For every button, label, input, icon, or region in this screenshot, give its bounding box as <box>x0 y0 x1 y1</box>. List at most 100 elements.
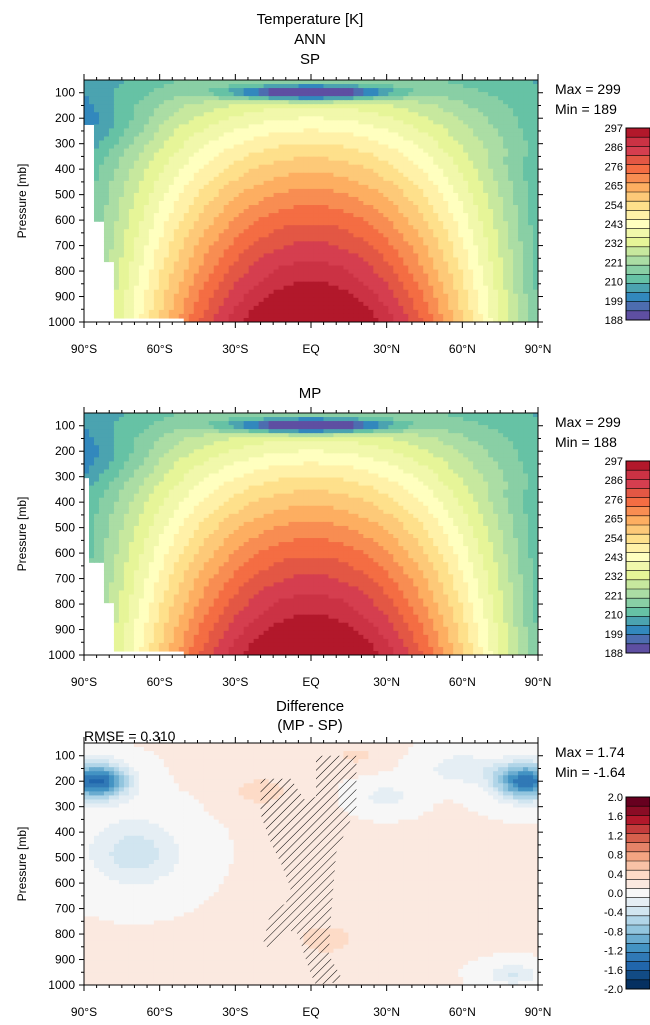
field-cell <box>228 289 235 295</box>
field-cell <box>338 164 345 170</box>
field-cell <box>93 176 100 182</box>
field-cell <box>373 221 379 226</box>
field-cell <box>203 168 210 174</box>
field-cell <box>213 265 220 271</box>
field-cell <box>248 209 255 214</box>
field-cell <box>173 144 180 150</box>
field-cell <box>178 104 185 109</box>
field-cell <box>328 156 335 162</box>
field-cell <box>343 297 350 303</box>
field-cell <box>128 128 135 134</box>
field-cell <box>188 217 195 222</box>
field-cell <box>158 265 165 271</box>
field-cell <box>443 124 449 129</box>
field-cell <box>523 108 529 113</box>
field-cell <box>528 184 534 190</box>
field-cell <box>248 305 255 311</box>
field-cell <box>173 192 180 198</box>
field-cell <box>273 241 280 246</box>
field-cell <box>273 84 280 89</box>
field-cell <box>188 213 195 218</box>
field-cell <box>403 265 409 271</box>
field-cell <box>348 293 355 299</box>
field-cell <box>533 237 538 242</box>
field-cell <box>343 80 350 85</box>
field-cell <box>323 144 330 150</box>
field-cell <box>453 120 459 125</box>
field-cell <box>123 249 130 255</box>
field-cell <box>323 301 330 307</box>
field-cell <box>148 261 155 267</box>
field-cell <box>443 148 449 154</box>
field-cell <box>373 80 379 85</box>
field-cell <box>138 229 145 234</box>
field-cell <box>273 132 280 138</box>
field-cell <box>283 305 290 311</box>
field-cell <box>208 100 215 105</box>
field-cell <box>228 301 235 307</box>
field-cell <box>118 144 125 150</box>
field-cell <box>383 116 389 121</box>
field-cell <box>373 156 379 162</box>
field-cell <box>328 108 335 113</box>
field-cell <box>468 253 474 259</box>
field-cell <box>313 192 320 198</box>
field-cell <box>198 201 205 206</box>
field-cell <box>383 128 389 134</box>
field-cell <box>173 305 180 311</box>
field-cell <box>93 112 100 117</box>
field-cell <box>173 301 180 307</box>
field-cell <box>533 217 538 222</box>
field-cell <box>173 261 180 267</box>
field-cell <box>298 116 305 121</box>
field-cell <box>98 196 105 202</box>
field-cell <box>153 285 160 291</box>
field-cell <box>323 180 330 186</box>
field-cell <box>298 144 305 150</box>
field-cell <box>203 80 210 85</box>
field-cell <box>468 96 474 101</box>
field-cell <box>253 225 260 230</box>
field-cell <box>528 209 534 214</box>
field-cell <box>383 88 389 93</box>
field-cell <box>223 116 230 121</box>
field-cell <box>253 301 260 307</box>
field-cell <box>123 213 130 218</box>
field-cell <box>333 184 340 190</box>
field-cell <box>293 100 300 105</box>
field-cell <box>473 201 479 206</box>
field-cell <box>498 217 504 222</box>
field-cell <box>198 164 205 170</box>
field-cell <box>353 281 359 287</box>
field-cell <box>133 100 140 105</box>
field-cell <box>163 84 170 89</box>
field-cell <box>298 281 305 287</box>
field-cell <box>323 305 330 311</box>
field-cell <box>343 132 350 138</box>
field-cell <box>148 253 155 259</box>
field-cell <box>93 213 100 218</box>
field-cell <box>123 269 130 275</box>
field-cell <box>413 140 419 146</box>
field-cell <box>403 124 409 129</box>
field-cell <box>468 245 474 250</box>
field-cell <box>363 192 369 198</box>
field-cell <box>233 140 240 146</box>
field-cell <box>378 184 384 190</box>
field-cell <box>403 209 409 214</box>
field-cell <box>113 205 120 210</box>
field-cell <box>263 128 270 134</box>
field-cell <box>408 120 414 125</box>
field-cell <box>508 229 514 234</box>
field-cell <box>523 136 529 142</box>
field-cell <box>143 293 150 299</box>
field-cell <box>258 253 265 259</box>
field-cell <box>258 96 265 101</box>
field-cell <box>308 84 315 89</box>
field-cell <box>463 92 469 97</box>
field-cell <box>423 92 429 97</box>
field-cell <box>193 152 200 158</box>
field-cell <box>383 277 389 283</box>
field-cell <box>193 112 200 117</box>
field-cell <box>468 104 474 109</box>
